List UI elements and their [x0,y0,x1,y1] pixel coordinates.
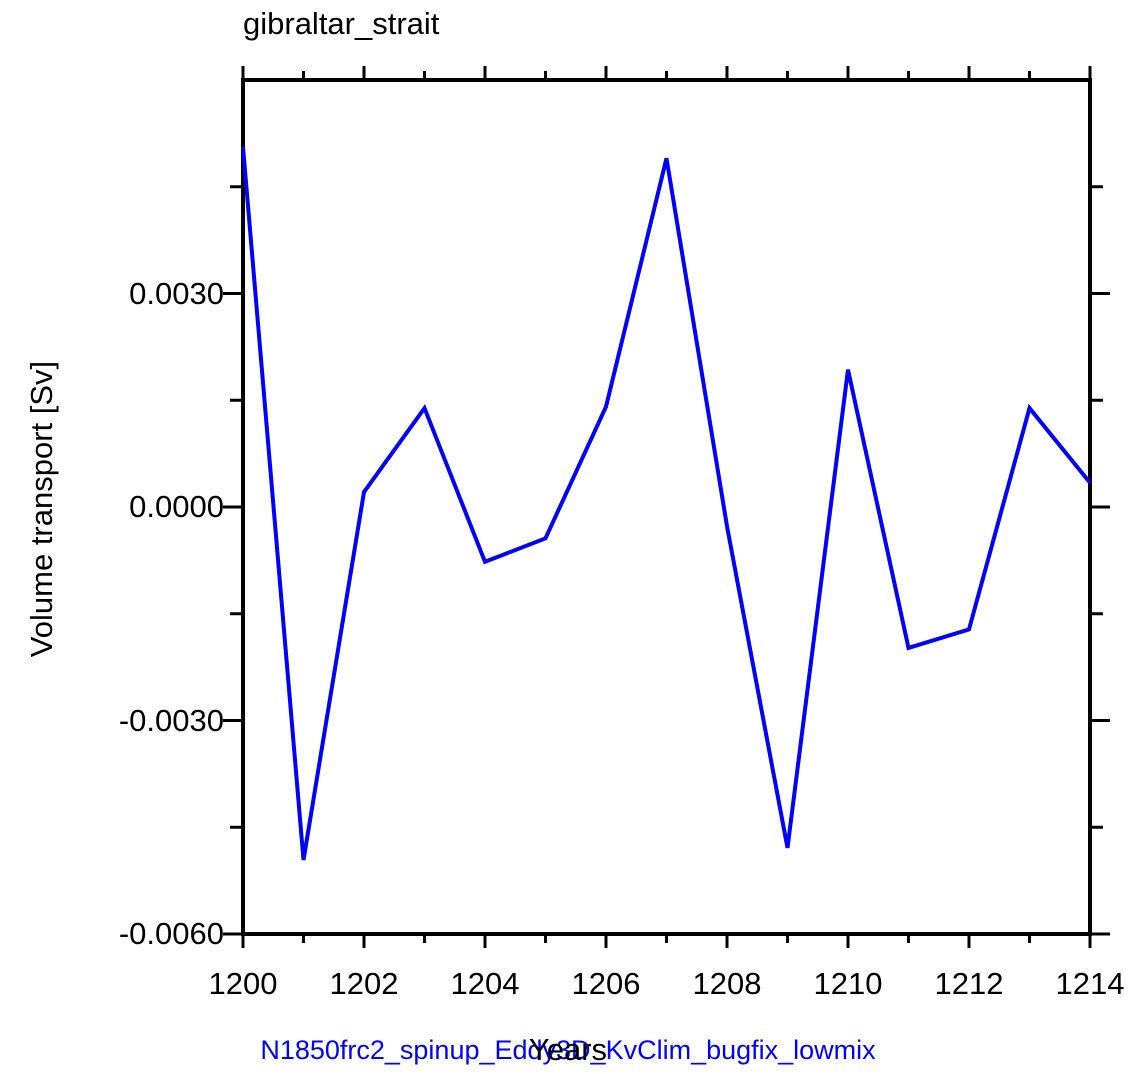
run-caption: N1850frc2_spinup_Eddy3D_KvClim_bugfix_lo… [260,1035,876,1065]
x-tick-label: 1206 [571,966,641,1001]
y-tick-label: -0.0060 [118,916,224,951]
axes-frame [241,78,1092,936]
y-tick-label: 0.0000 [129,489,224,524]
y-tick-label: -0.0030 [118,702,224,738]
y-tick-label: 0.0030 [129,275,224,311]
x-tick-label: 1202 [329,966,399,1001]
axes-box [241,78,1092,936]
x-tick-label: 1212 [934,966,1004,1001]
x-tick-label: 1200 [208,966,278,1001]
series-line [241,146,1092,861]
data-series [241,146,1092,861]
chart-title: gibraltar_strait [243,6,440,41]
x-tick-label: 1204 [450,966,520,1001]
x-axis-label: Years [528,1032,608,1067]
x-tick-label: 1210 [813,966,883,1001]
x-tick-label: 1214 [1055,966,1125,1001]
axis-ticks [223,66,1110,948]
x-tick-label: 1208 [692,966,762,1001]
